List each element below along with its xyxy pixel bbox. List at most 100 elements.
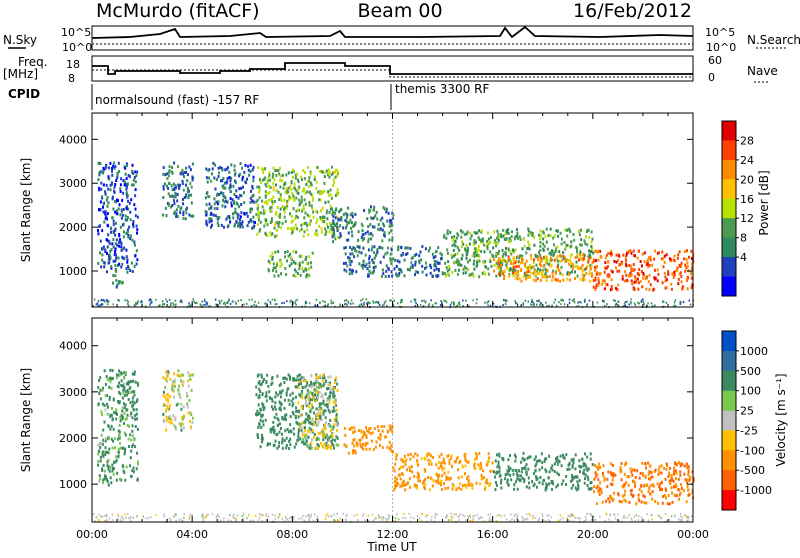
echo-cell xyxy=(441,453,443,456)
echo-cell xyxy=(295,396,297,399)
echo-cell xyxy=(369,265,371,268)
echo-cell xyxy=(205,196,207,199)
ground-scatter-cell xyxy=(118,300,120,302)
echo-cell xyxy=(480,250,482,253)
echo-cell xyxy=(496,484,498,487)
echo-cell xyxy=(536,460,538,463)
echo-cell xyxy=(330,429,332,432)
echo-cell xyxy=(111,407,113,410)
echo-cell xyxy=(458,263,460,266)
echo-cell xyxy=(414,263,416,266)
echo-cell xyxy=(336,413,338,416)
echo-cell xyxy=(329,231,331,234)
ground-scatter-cell xyxy=(548,519,550,521)
echo-cell xyxy=(540,279,542,282)
echo-cell xyxy=(497,233,499,236)
echo-cell xyxy=(588,272,590,275)
ground-scatter-cell xyxy=(472,516,474,518)
echo-cell xyxy=(313,216,315,219)
echo-cell xyxy=(263,408,265,411)
echo-cell xyxy=(593,485,595,488)
echo-cell xyxy=(321,170,323,173)
ground-scatter-cell xyxy=(417,515,419,517)
ground-scatter-cell xyxy=(112,519,114,521)
echo-cell xyxy=(284,251,286,254)
ground-scatter-cell xyxy=(331,300,333,302)
echo-cell xyxy=(513,266,515,269)
echo-cell xyxy=(675,485,677,488)
echo-cell xyxy=(323,446,325,449)
ground-scatter-cell xyxy=(413,517,415,519)
echo-cell xyxy=(337,188,339,191)
echo-cell xyxy=(122,464,124,467)
echo-cell xyxy=(657,269,659,272)
echo-cell xyxy=(100,188,102,191)
ground-scatter-cell xyxy=(150,298,152,300)
echo-cell xyxy=(220,191,222,194)
echo-cell xyxy=(641,264,643,267)
echo-cell xyxy=(328,168,330,171)
ground-scatter-cell xyxy=(172,302,174,304)
ground-scatter-cell xyxy=(345,515,347,517)
echo-cell xyxy=(101,229,103,232)
echo-cell xyxy=(457,273,459,276)
echo-cell xyxy=(116,472,118,475)
echo-cell xyxy=(451,254,453,257)
echo-cell xyxy=(273,178,275,181)
echo-cell xyxy=(493,241,495,244)
echo-cell xyxy=(107,406,109,409)
ground-scatter-cell xyxy=(368,520,370,522)
echo-cell xyxy=(397,259,399,262)
echo-cell xyxy=(292,404,294,407)
ground-scatter-cell xyxy=(504,515,506,517)
echo-cell xyxy=(569,279,571,282)
echo-cell xyxy=(378,246,380,249)
echo-cell xyxy=(283,187,285,190)
echo-cell xyxy=(267,223,269,226)
echo-cell xyxy=(250,170,252,173)
echo-cell xyxy=(487,242,489,245)
echo-cell xyxy=(216,194,218,197)
ground-scatter-cell xyxy=(206,302,208,304)
echo-cell xyxy=(218,216,220,219)
ground-scatter-cell xyxy=(626,301,628,303)
echo-cell xyxy=(624,490,626,493)
echo-cell xyxy=(298,386,300,389)
echo-cell xyxy=(550,257,552,260)
echo-cell xyxy=(353,223,355,226)
ground-scatter-cell xyxy=(122,519,124,521)
echo-cell xyxy=(106,184,108,187)
echo-cell xyxy=(109,258,111,261)
echo-cell xyxy=(515,480,517,483)
echo-cell xyxy=(121,210,123,213)
echo-cell xyxy=(371,249,373,252)
echo-cell xyxy=(205,210,207,213)
echo-cell xyxy=(542,479,544,482)
echo-cell xyxy=(518,260,520,263)
echo-cell xyxy=(430,460,432,463)
echo-cell xyxy=(134,244,136,247)
ground-scatter-cell xyxy=(451,519,453,521)
echo-cell xyxy=(439,252,441,255)
echo-cell xyxy=(419,261,421,264)
echo-cell xyxy=(533,244,535,247)
echo-cell xyxy=(268,260,270,263)
echo-cell xyxy=(168,203,170,206)
echo-cell xyxy=(307,392,309,395)
echo-cell xyxy=(373,209,375,212)
echo-cell xyxy=(558,250,560,253)
echo-cell xyxy=(433,264,435,267)
echo-cell xyxy=(336,409,338,412)
echo-cell xyxy=(521,467,523,470)
echo-cell xyxy=(508,247,510,250)
echo-cell xyxy=(131,445,133,448)
ground-scatter-cell xyxy=(325,518,327,520)
echo-cell xyxy=(118,391,120,394)
echo-cell xyxy=(121,217,123,220)
echo-cell xyxy=(302,438,304,441)
echo-cell xyxy=(270,383,272,386)
ground-scatter-cell xyxy=(451,516,453,518)
echo-cell xyxy=(514,237,516,240)
echo-cell xyxy=(292,176,294,179)
echo-cell xyxy=(456,237,458,240)
